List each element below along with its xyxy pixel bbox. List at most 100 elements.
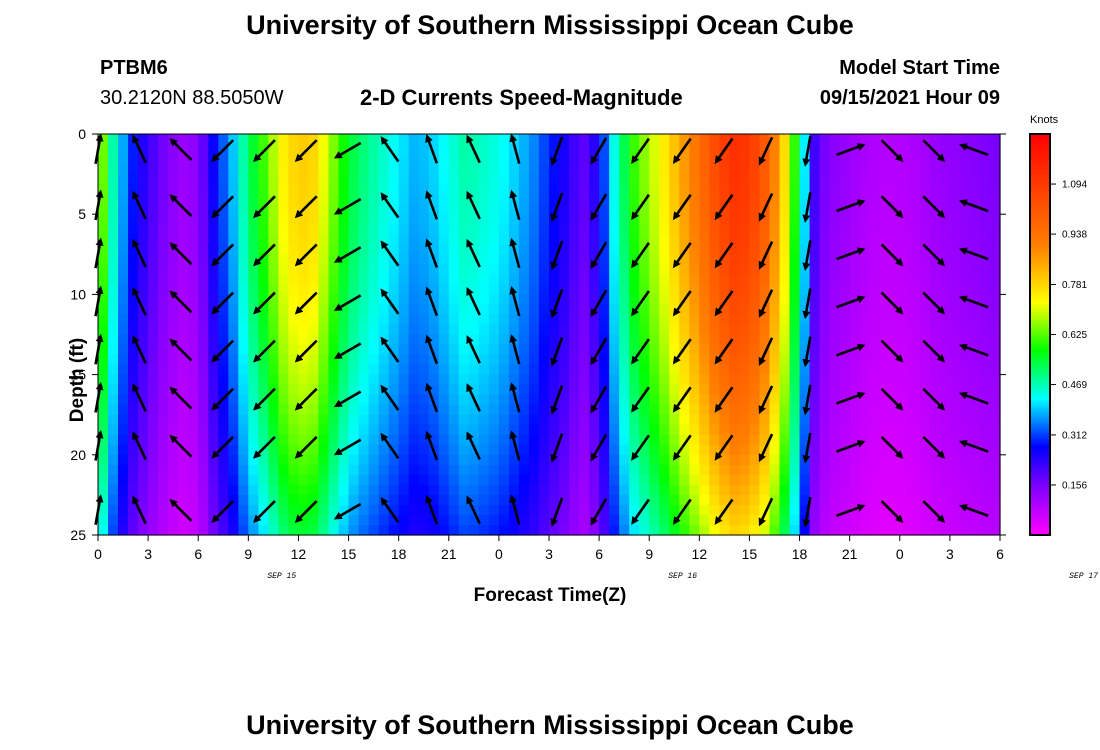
current-vector-arrow	[880, 500, 904, 523]
heatmap-cell	[829, 364, 841, 376]
heatmap-cell	[498, 244, 510, 255]
heatmap-cell	[258, 144, 269, 155]
heatmap-cell	[609, 314, 620, 326]
heatmap-cell	[368, 514, 380, 526]
heatmap-cell	[579, 334, 590, 346]
heatmap-cell	[919, 154, 931, 165]
heatmap-cell	[108, 524, 119, 536]
heatmap-cell	[609, 484, 620, 496]
heatmap-cell	[619, 184, 630, 195]
heatmap-cell	[839, 194, 851, 205]
heatmap-cell	[538, 514, 550, 526]
heatmap-cell	[879, 154, 891, 165]
heatmap-cell	[909, 334, 921, 346]
heatmap-cell	[308, 324, 320, 336]
heatmap-cell	[639, 424, 650, 436]
heatmap-cell	[609, 234, 620, 245]
heatmap-cell	[889, 264, 901, 275]
heatmap-cell	[899, 284, 911, 295]
heatmap-cell	[408, 184, 420, 195]
heatmap-cell	[128, 284, 139, 295]
heatmap-cell	[138, 374, 149, 386]
heatmap-cell	[699, 394, 710, 406]
heatmap-cell	[669, 144, 680, 155]
heatmap-cell	[559, 514, 570, 526]
heatmap-cell	[599, 254, 610, 265]
heatmap-cell	[318, 504, 330, 516]
heatmap-cell	[909, 234, 921, 245]
heatmap-cell	[408, 374, 420, 386]
heatmap-cell	[949, 484, 961, 496]
heatmap-cell	[749, 424, 761, 436]
current-vector-arrow	[958, 199, 989, 213]
heatmap-cell	[398, 144, 410, 155]
heatmap-cell	[388, 524, 400, 536]
heatmap-cell	[959, 234, 971, 245]
heatmap-cell	[919, 274, 931, 285]
heatmap-cell	[929, 294, 941, 306]
heatmap-cell	[278, 394, 290, 406]
heatmap-cell	[438, 454, 450, 466]
heatmap-cell	[298, 294, 310, 306]
heatmap-cell	[158, 364, 169, 376]
heatmap-cell	[108, 274, 119, 285]
heatmap-cell	[98, 194, 109, 205]
heatmap-cell	[809, 294, 821, 306]
heatmap-cell	[909, 254, 921, 265]
heatmap-cell	[819, 184, 831, 195]
heatmap-cell	[709, 474, 720, 486]
heatmap-cell	[348, 334, 360, 346]
heatmap-cell	[559, 184, 570, 195]
heatmap-cell	[248, 474, 259, 486]
heatmap-cell	[739, 394, 751, 406]
heatmap-cell	[278, 224, 290, 235]
heatmap-cell	[829, 404, 841, 416]
y-tick-label: 20	[70, 447, 86, 463]
heatmap-cell	[158, 264, 169, 275]
heatmap-cell	[609, 334, 620, 346]
heatmap-cell	[438, 214, 450, 225]
heatmap-cell	[979, 134, 991, 145]
heatmap-cell	[939, 224, 951, 235]
heatmap-cell	[559, 454, 570, 466]
heatmap-cell	[559, 254, 570, 265]
heatmap-cell	[378, 394, 390, 406]
heatmap-cell	[709, 234, 720, 245]
heatmap-cell	[979, 174, 991, 185]
heatmap-cell	[579, 244, 590, 255]
heatmap-cell	[438, 284, 450, 295]
heatmap-cell	[949, 214, 961, 225]
heatmap-cell	[318, 424, 330, 436]
heatmap-cell	[679, 514, 690, 526]
heatmap-cell	[769, 194, 781, 205]
heatmap-cell	[729, 394, 741, 406]
current-vector-arrow	[294, 339, 318, 363]
heatmap-cell	[278, 384, 290, 396]
heatmap-cell	[779, 254, 791, 265]
heatmap-cell	[138, 484, 149, 496]
heatmap-cell	[118, 514, 129, 526]
heatmap-cell	[218, 324, 229, 336]
heatmap-cell	[538, 254, 550, 265]
heatmap-cell	[789, 254, 801, 265]
heatmap-cell	[659, 304, 670, 316]
heatmap-cell	[98, 294, 109, 306]
heatmap-cell	[729, 254, 741, 265]
heatmap-cell	[669, 474, 680, 486]
heatmap-cell	[699, 214, 710, 225]
heatmap-cell	[899, 294, 911, 306]
heatmap-cell	[579, 304, 590, 316]
heatmap-cell	[619, 254, 630, 265]
heatmap-cell	[809, 264, 821, 275]
heatmap-cell	[378, 234, 390, 245]
heatmap-cell	[839, 424, 851, 436]
heatmap-cell	[298, 354, 310, 366]
heatmap-cell	[138, 504, 149, 516]
heatmap-cell	[438, 154, 450, 165]
heatmap-cell	[298, 134, 310, 145]
heatmap-cell	[749, 394, 761, 406]
heatmap-cell	[989, 414, 1001, 426]
heatmap-cell	[408, 234, 420, 245]
heatmap-cell	[338, 384, 350, 396]
